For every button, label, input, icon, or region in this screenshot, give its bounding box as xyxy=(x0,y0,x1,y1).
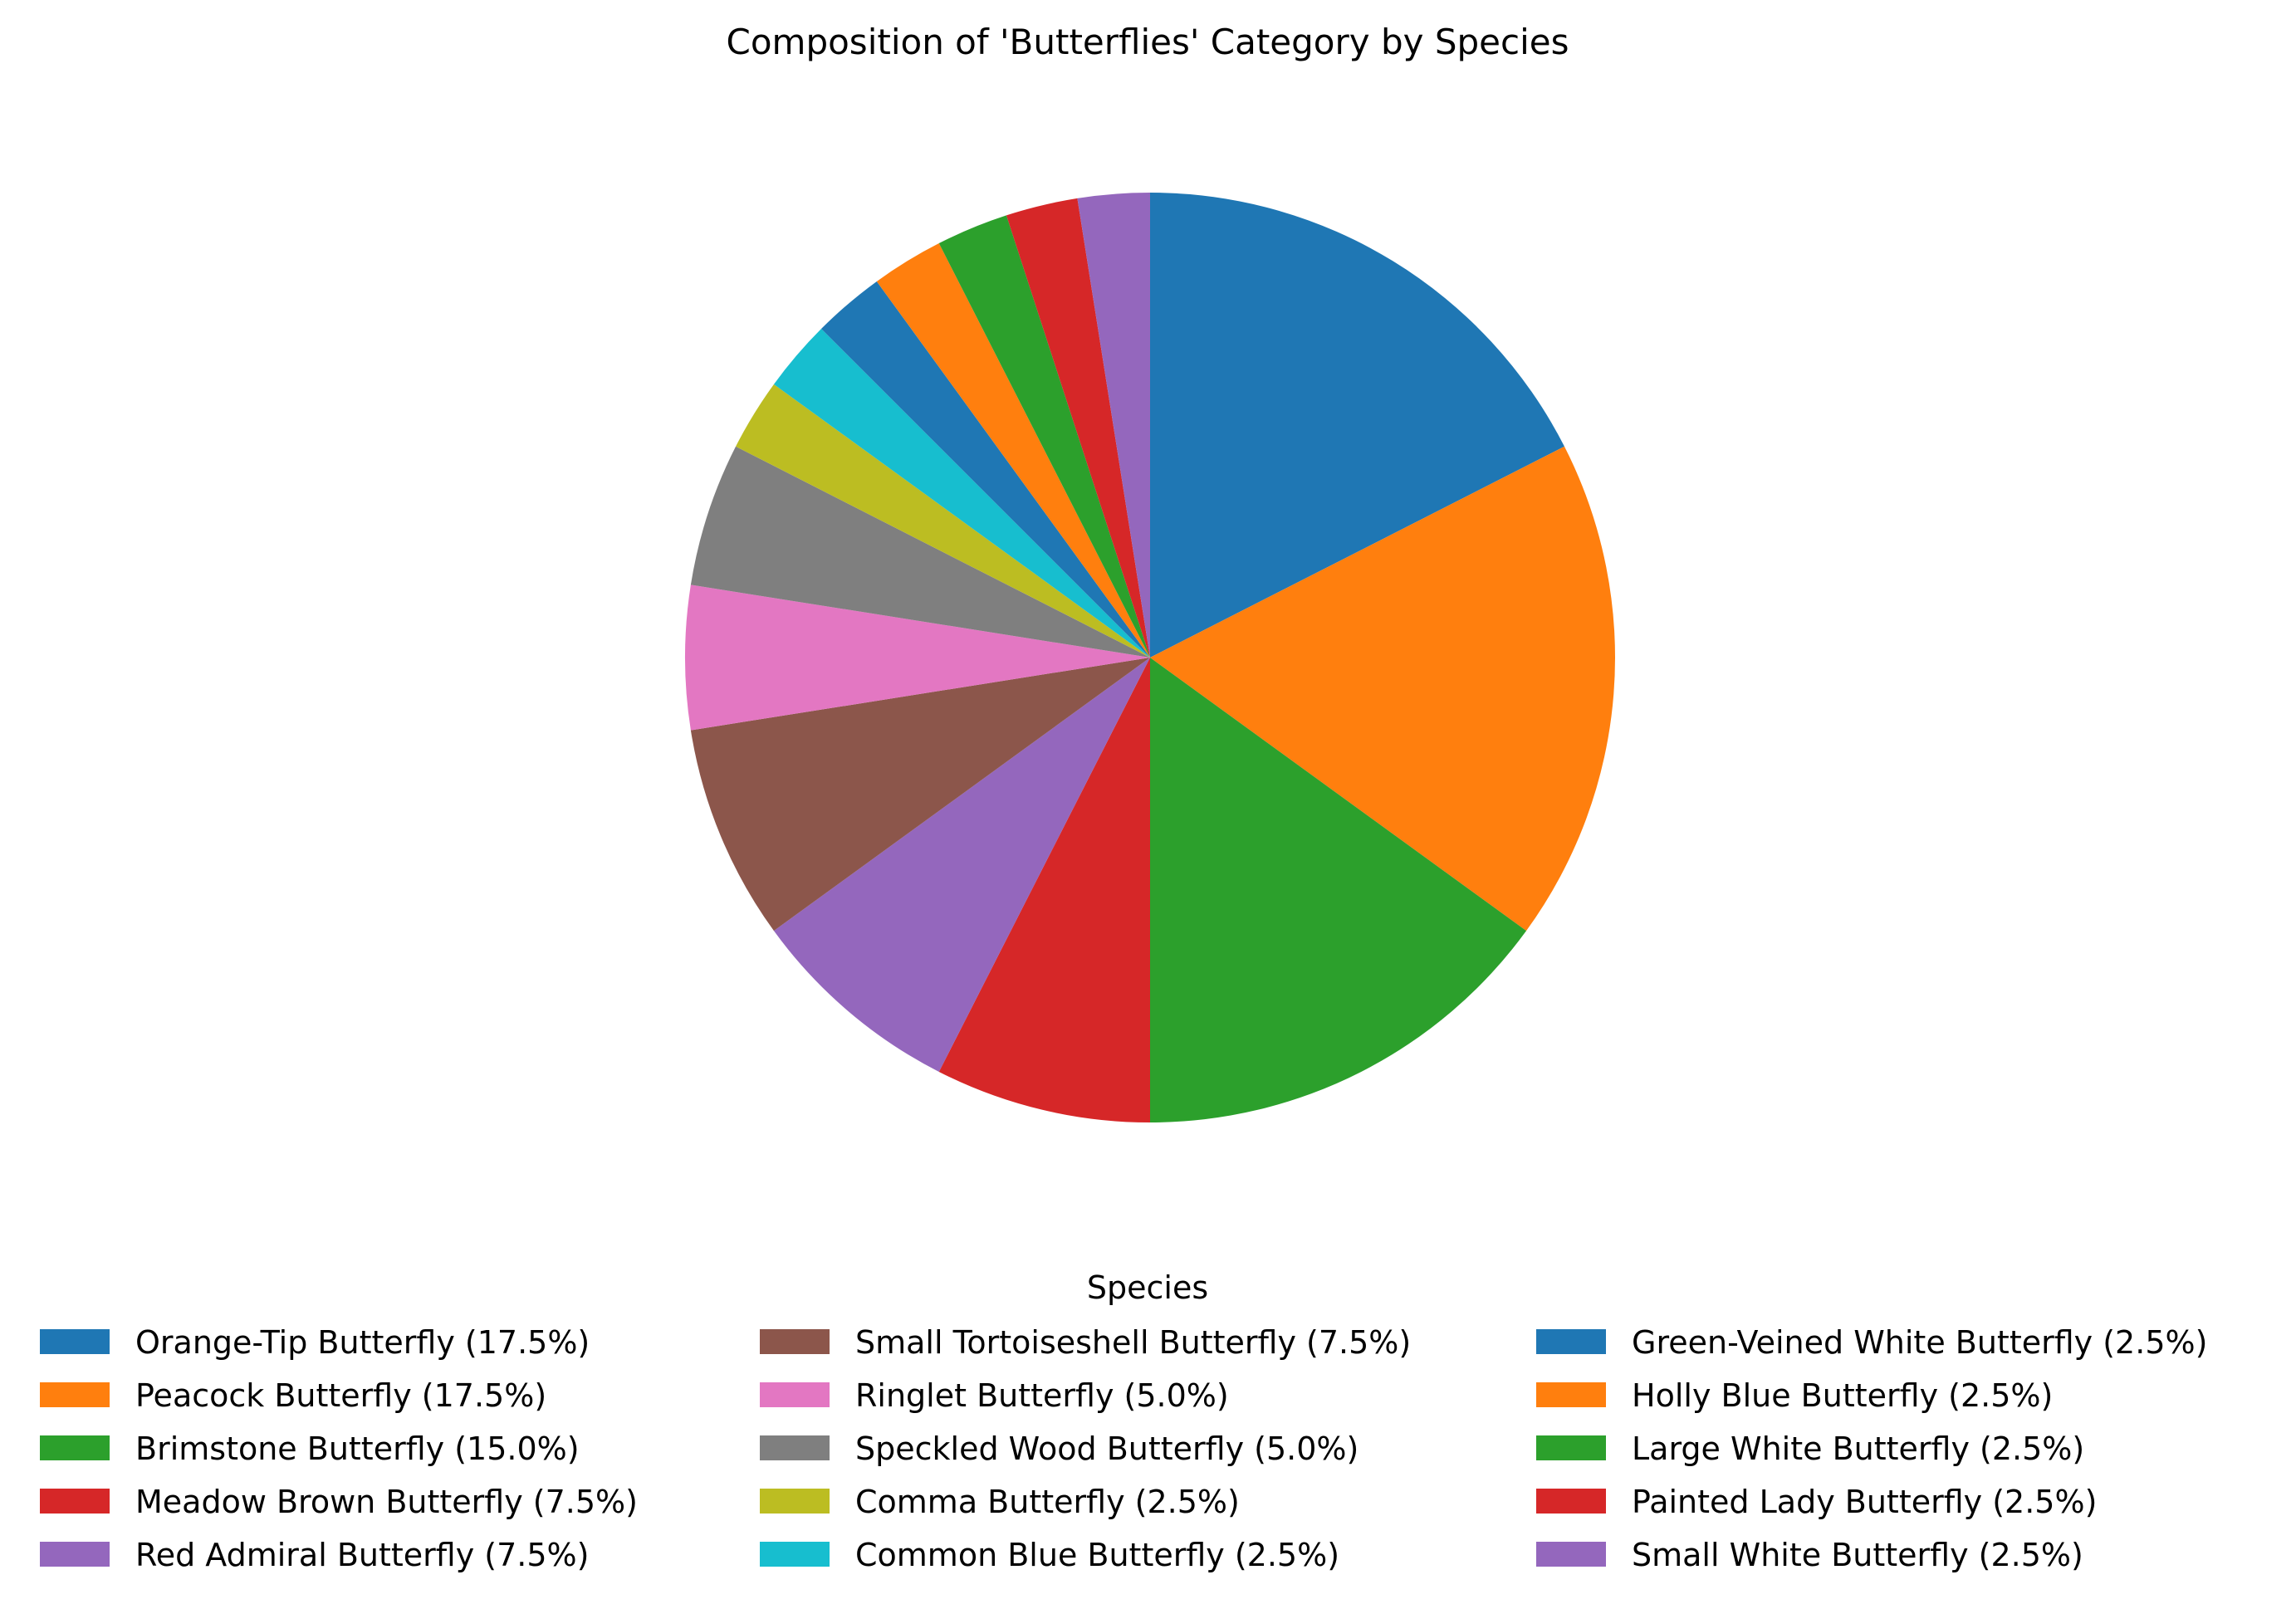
pie-slice-small-white-butterfly xyxy=(1077,192,1150,658)
legend-swatch xyxy=(1536,1435,1606,1460)
chart-title: Composition of 'Butterflies' Category by… xyxy=(727,22,1569,62)
legend-label: Peacock Butterfly (17.5%) xyxy=(135,1377,546,1414)
legend-item: Speckled Wood Butterfly (5.0%) xyxy=(760,1430,1359,1467)
legend-swatch xyxy=(760,1542,830,1567)
legend-label: Speckled Wood Butterfly (5.0%) xyxy=(855,1430,1359,1467)
legend-items: Orange-Tip Butterfly (17.5%) Peacock Butt… xyxy=(40,1324,2207,1573)
legend-title: Species xyxy=(1087,1269,1208,1306)
legend-item: Green-Veined White Butterfly (2.5%) xyxy=(1536,1324,2207,1361)
legend-item: Ringlet Butterfly (5.0%) xyxy=(760,1377,1229,1414)
pie-slice-peacock-butterfly xyxy=(1150,446,1615,932)
legend-item: Red Admiral Butterfly (7.5%) xyxy=(40,1537,590,1573)
legend-swatch xyxy=(40,1542,110,1567)
pie-slice-large-white-butterfly xyxy=(938,215,1150,658)
legend-label: Orange-Tip Butterfly (17.5%) xyxy=(135,1324,590,1361)
legend-swatch xyxy=(1536,1382,1606,1407)
legend-label: Red Admiral Butterfly (7.5%) xyxy=(135,1537,590,1573)
pie-slice-meadow-brown-butterfly xyxy=(938,658,1150,1122)
pie-slice-brimstone-butterfly xyxy=(1150,658,1527,1122)
legend-swatch xyxy=(40,1382,110,1407)
legend-label: Large White Butterfly (2.5%) xyxy=(1632,1430,2084,1467)
legend: Species Orange-Tip Butterfly (17.5%) Peac… xyxy=(40,1269,2207,1573)
legend-label: Brimstone Butterfly (15.0%) xyxy=(135,1430,580,1467)
legend-label: Common Blue Butterfly (2.5%) xyxy=(855,1537,1339,1573)
legend-swatch xyxy=(40,1489,110,1514)
legend-label: Holly Blue Butterfly (2.5%) xyxy=(1632,1377,2053,1414)
pie-slice-holly-blue-butterfly xyxy=(876,243,1150,658)
pie-slice-comma-butterfly xyxy=(736,384,1150,658)
legend-item: Small White Butterfly (2.5%) xyxy=(1536,1537,2083,1573)
legend-swatch xyxy=(1536,1489,1606,1514)
legend-item: Small Tortoiseshell Butterfly (7.5%) xyxy=(760,1324,1411,1361)
legend-label: Small Tortoiseshell Butterfly (7.5%) xyxy=(855,1324,1411,1361)
legend-label: Green-Veined White Butterfly (2.5%) xyxy=(1632,1324,2207,1361)
legend-label: Meadow Brown Butterfly (7.5%) xyxy=(135,1484,638,1520)
legend-label: Small White Butterfly (2.5%) xyxy=(1632,1537,2083,1573)
legend-item: Meadow Brown Butterfly (7.5%) xyxy=(40,1484,638,1520)
legend-item: Peacock Butterfly (17.5%) xyxy=(40,1377,546,1414)
pie-slice-ringlet-butterfly xyxy=(684,584,1150,731)
legend-swatch xyxy=(760,1489,830,1514)
legend-label: Comma Butterfly (2.5%) xyxy=(855,1484,1240,1520)
legend-swatch xyxy=(40,1435,110,1460)
pie-slice-red-admiral-butterfly xyxy=(773,658,1150,1072)
legend-swatch xyxy=(40,1329,110,1354)
legend-item: Large White Butterfly (2.5%) xyxy=(1536,1430,2084,1467)
pie-slice-green-veined-white-butterfly xyxy=(821,281,1150,658)
pie-slice-orange-tip-butterfly xyxy=(1150,193,1564,658)
pie-slices xyxy=(684,192,1615,1122)
pie-slice-common-blue-butterfly xyxy=(773,329,1150,658)
legend-item: Orange-Tip Butterfly (17.5%) xyxy=(40,1324,590,1361)
legend-swatch xyxy=(760,1329,830,1354)
pie-slice-speckled-wood-butterfly xyxy=(690,446,1150,658)
legend-label: Ringlet Butterfly (5.0%) xyxy=(855,1377,1229,1414)
legend-item: Brimstone Butterfly (15.0%) xyxy=(40,1430,580,1467)
legend-label: Painted Lady Butterfly (2.5%) xyxy=(1632,1484,2097,1520)
legend-item: Comma Butterfly (2.5%) xyxy=(760,1484,1240,1520)
pie-slice-small-tortoiseshell-butterfly xyxy=(690,658,1150,932)
legend-swatch xyxy=(1536,1329,1606,1354)
legend-item: Common Blue Butterfly (2.5%) xyxy=(760,1537,1339,1573)
legend-item: Painted Lady Butterfly (2.5%) xyxy=(1536,1484,2097,1520)
legend-swatch xyxy=(760,1435,830,1460)
legend-item: Holly Blue Butterfly (2.5%) xyxy=(1536,1377,2053,1414)
legend-swatch xyxy=(760,1382,830,1407)
legend-swatch xyxy=(1536,1542,1606,1567)
pie-slice-painted-lady-butterfly xyxy=(1006,198,1150,658)
